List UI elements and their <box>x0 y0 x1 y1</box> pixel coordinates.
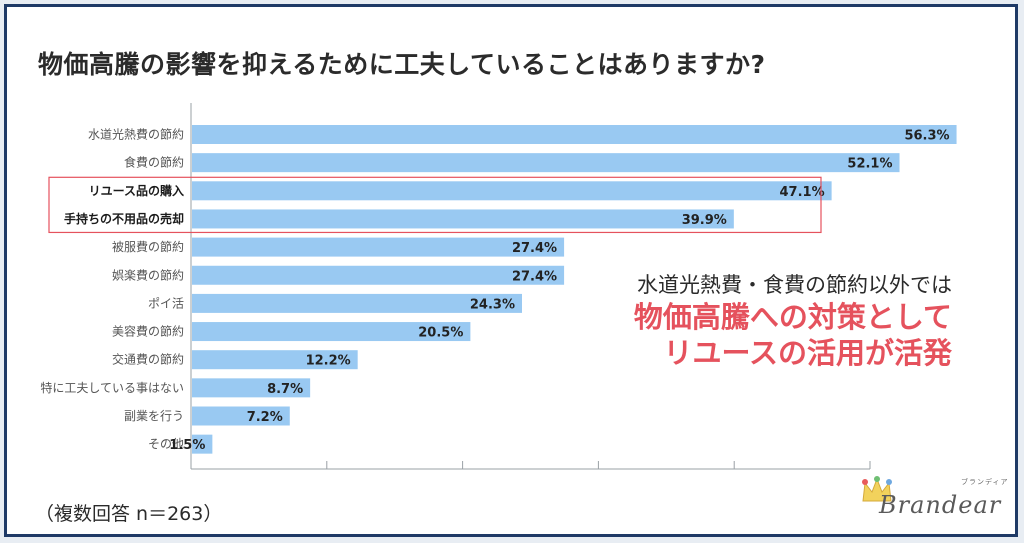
logo-wordmark: Brandear <box>879 491 1002 519</box>
category-label-9: 特に工夫している事はない <box>40 380 184 395</box>
category-label-3: 手持ちの不用品の売却 <box>64 211 184 226</box>
category-label-1: 食費の節約 <box>124 155 184 170</box>
value-label-3: 39.9% <box>682 213 727 228</box>
value-label-6: 24.3% <box>470 297 515 312</box>
bar-2 <box>192 181 832 201</box>
bar-0 <box>192 125 957 144</box>
bar-10 <box>192 406 290 426</box>
category-label-5: 娯楽費の節約 <box>112 267 184 282</box>
value-label-7: 20.5% <box>418 326 463 341</box>
value-label-2: 47.1% <box>780 185 825 200</box>
annotation: 水道光熱費・食費の節約以外では 物価高騰への対策として リユースの活用が活発 <box>567 269 952 371</box>
annotation-line-2: 物価高騰への対策として <box>633 300 952 334</box>
category-label-2: リユース品の購入 <box>89 183 184 198</box>
annotation-line-1: 水道光熱費・食費の節約以外では <box>637 273 952 297</box>
value-label-8: 12.2% <box>306 354 351 369</box>
bar-4 <box>192 237 565 257</box>
category-label-8: 交通費の節約 <box>112 352 184 367</box>
sample-size-note: （複数回答 n＝263） <box>35 503 223 525</box>
chart-frame: 物価高騰の影響を抑えるために工夫していることはありますか? 水道光熱費の節約 56… <box>4 4 1018 537</box>
value-label-9: 8.7% <box>267 382 303 397</box>
value-label-1: 52.1% <box>847 157 892 172</box>
value-label-4: 27.4% <box>512 241 557 256</box>
category-label-10: 副業を行う <box>124 409 184 423</box>
bar-11 <box>192 434 213 454</box>
brandear-logo: ブランディア Brandear <box>857 473 1017 535</box>
annotation-line-3: リユースの活用が活発 <box>663 336 952 370</box>
category-label-0: 水道光熱費の節約 <box>88 127 184 142</box>
bar-9 <box>192 378 311 398</box>
value-label-0: 56.3% <box>904 129 949 144</box>
bar-3 <box>192 209 734 229</box>
bar-6 <box>192 293 522 313</box>
logo-kana: ブランディア <box>961 478 1009 486</box>
bar-8 <box>192 350 358 370</box>
category-label-4: 被服費の節約 <box>112 239 184 254</box>
category-label-11: その他 <box>148 437 184 451</box>
value-label-10: 7.2% <box>247 410 283 425</box>
bar-7 <box>192 322 471 342</box>
category-label-6: ポイ活 <box>148 296 184 310</box>
bar-1 <box>192 153 900 173</box>
bar-chart: 水道光熱費の節約 56.3% 食費の節約 52.1% リユース品の購入 47.1% 手持ちの… <box>40 103 957 470</box>
highlight-box <box>48 176 822 234</box>
chart-title: 物価高騰の影響を抑えるために工夫していることはありますか? <box>38 50 766 79</box>
crown-icon <box>862 476 892 502</box>
value-label-11: 1.5% <box>169 438 205 453</box>
category-label-7: 美容費の節約 <box>112 324 184 339</box>
bar-5 <box>192 265 565 285</box>
value-label-5: 27.4% <box>512 269 557 284</box>
